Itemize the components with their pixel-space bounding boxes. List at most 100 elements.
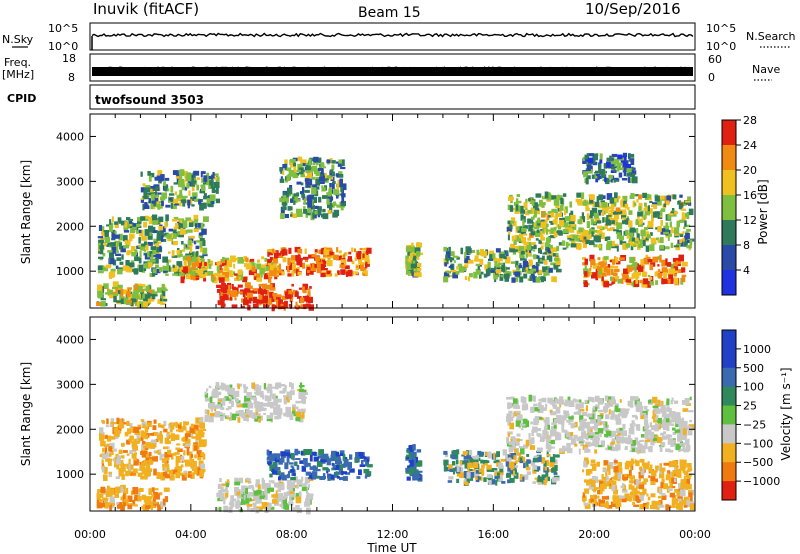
heatmap-cell [279, 384, 285, 387]
heatmap-cell [155, 204, 161, 208]
heatmap-cell [628, 177, 632, 183]
heatmap-cell [590, 459, 596, 463]
heatmap-cell [605, 268, 611, 273]
heatmap-cell [195, 438, 199, 444]
heatmap-cell [288, 290, 293, 297]
heatmap-cell [639, 494, 645, 501]
heatmap-cell [321, 185, 324, 188]
heatmap-cell [307, 201, 313, 208]
heatmap-cell [618, 461, 622, 468]
heatmap-cell [154, 488, 159, 491]
heatmap-cell [170, 435, 175, 441]
heatmap-cell [151, 248, 156, 255]
heatmap-cell [463, 471, 468, 478]
heatmap-cell [181, 241, 184, 245]
heatmap-cell [178, 250, 183, 254]
heatmap-cell [571, 415, 574, 420]
heatmap-cell [633, 202, 637, 206]
heatmap-cell [312, 465, 316, 472]
heatmap-cell [512, 412, 515, 418]
station-title: Inuvik (fitACF) [93, 0, 199, 18]
heatmap-cell [657, 438, 661, 443]
heatmap-cell [331, 462, 334, 466]
heatmap-cell [204, 272, 210, 276]
heatmap-cell [597, 209, 603, 213]
heatmap-cell [349, 468, 355, 473]
heatmap-cell [604, 177, 610, 185]
heatmap-cell [288, 393, 292, 400]
heatmap-cell [207, 409, 210, 416]
heatmap-cell [444, 271, 451, 274]
heatmap-cell [646, 501, 650, 506]
heatmap-cell [642, 269, 645, 273]
heatmap-cell [533, 255, 540, 259]
heatmap-cell [294, 406, 299, 410]
heatmap-cell [136, 223, 141, 228]
heatmap-cell [585, 205, 589, 212]
heatmap-cell [230, 413, 236, 421]
heatmap-cell [107, 459, 112, 467]
heatmap-cell [121, 474, 125, 480]
heatmap-cell [133, 426, 140, 433]
heatmap-cell [544, 219, 548, 223]
heatmap-cell [313, 196, 317, 203]
heatmap-cell [116, 417, 120, 425]
heatmap-cell [141, 450, 148, 458]
heatmap-cell [296, 260, 301, 266]
heatmap-cell [344, 457, 348, 460]
heatmap-cell [314, 475, 320, 479]
heatmap-cell [590, 498, 594, 503]
heatmap-cell [519, 460, 524, 464]
heatmap-cell [605, 414, 610, 420]
heatmap-cell [254, 401, 260, 406]
heatmap-cell [512, 461, 516, 464]
heatmap-cell [545, 252, 550, 255]
heatmap-cell [671, 211, 675, 214]
heatmap-cell [152, 214, 158, 221]
heatmap-cell [318, 157, 322, 164]
heatmap-cell [358, 469, 362, 476]
heatmap-cell [681, 464, 687, 469]
heatmap-cell [411, 250, 417, 256]
x-tick-label: 00:00 [679, 528, 711, 541]
heatmap-cell [344, 252, 348, 256]
heatmap-cell [290, 161, 293, 168]
heatmap-cell [150, 504, 153, 510]
heatmap-cell [221, 287, 225, 293]
heatmap-cell [178, 273, 185, 276]
heatmap-cell [672, 208, 675, 211]
heatmap-cell [292, 174, 299, 179]
heatmap-cell [474, 258, 480, 262]
heatmap-cell [546, 229, 549, 235]
heatmap-cell [655, 237, 660, 241]
heatmap-cell [667, 236, 670, 241]
heatmap-cell [592, 157, 596, 164]
heatmap-cell [604, 475, 609, 481]
heatmap-cell [642, 467, 645, 472]
heatmap-cell [516, 438, 520, 443]
heatmap-cell [225, 384, 230, 391]
heatmap-cell [341, 193, 346, 198]
heatmap-cell [618, 413, 622, 417]
heatmap-cell [545, 417, 550, 422]
heatmap-cell [629, 405, 634, 408]
heatmap-cell [599, 487, 605, 492]
heatmap-cell [447, 274, 453, 278]
heatmap-cell [688, 492, 693, 497]
heatmap-cell [444, 273, 449, 276]
heatmap-cell [599, 500, 606, 507]
heatmap-cell [506, 472, 510, 475]
heatmap-cell [608, 470, 611, 475]
heatmap-cell [225, 398, 231, 401]
heatmap-cell [105, 502, 110, 508]
heatmap-cell [606, 482, 610, 487]
heatmap-cell [518, 446, 524, 449]
heatmap-cell [528, 198, 531, 202]
heatmap-cell [299, 382, 303, 389]
heatmap-cell [151, 297, 154, 302]
heatmap-cell [151, 494, 155, 498]
heatmap-cell [162, 270, 168, 273]
heatmap-cell [684, 212, 690, 219]
heatmap-cell [647, 447, 653, 451]
